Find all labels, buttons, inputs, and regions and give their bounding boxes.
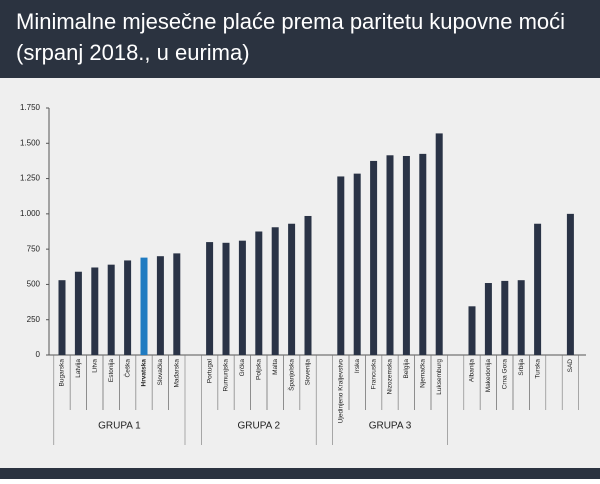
bar [337,176,345,355]
bar [255,231,263,355]
bar [58,280,66,355]
y-tick-label: 250 [27,315,41,324]
bar [107,264,115,355]
y-tick-label: 500 [27,280,41,289]
bar [484,283,492,355]
y-tick-label: 1.250 [20,174,41,183]
x-tick-label: Crna Gora [502,359,509,390]
header [0,0,600,78]
bar [124,260,132,355]
x-tick-label: Grčka [239,359,246,377]
bar [534,223,542,355]
x-tick-label: Malta [272,359,279,375]
x-tick-label: Španjolska [286,359,295,391]
x-tick-label: Portugal [206,358,213,383]
bar [402,155,410,355]
bar [386,155,394,355]
x-tick-label: Češka [122,359,131,378]
x-tick-label: Poljska [256,359,263,380]
bar [304,215,312,355]
bar [156,256,164,355]
x-tick-label: Ujedinjeno Kraljevstvo [338,359,345,424]
bar [173,253,181,355]
x-tick-label: Slovenija [305,359,312,386]
x-tick-label: Francuska [370,359,377,390]
bar [517,280,525,355]
bar [419,153,427,355]
x-tick-label: SAD [567,359,574,373]
x-tick-label: Turska [534,359,541,379]
bar [91,267,99,355]
group-label: GRUPA 1 [98,421,141,432]
x-tick-label: Makedonija [485,359,492,393]
x-tick-label: Latvija [75,359,82,378]
x-tick-label: Mađarska [174,359,181,388]
y-tick-label: 750 [27,244,41,253]
bar [353,173,361,355]
bar [435,133,443,355]
bar [370,160,378,355]
chart-subtitle: (srpanj 2018., u eurima) [16,40,250,65]
y-tick-label: 1.500 [20,138,41,147]
x-tick-label: Nizozemska [387,359,394,395]
x-tick-label: Irska [354,359,361,373]
group-label: GRUPA 3 [369,421,412,432]
bar [74,271,82,355]
x-tick-label: Hrvatska [141,359,148,387]
chart-title: Minimalne mjesečne plaće prema paritetu … [16,9,565,34]
x-tick-label: Slovačka [157,359,164,386]
x-tick-label: Albanija [469,359,476,383]
y-tick-label: 1.000 [20,209,41,218]
x-tick-label: Bugarska [59,359,66,387]
bar [501,280,509,355]
bar [271,227,279,355]
x-tick-label: Luksemburg [436,359,443,395]
bar [238,240,246,355]
footer-bar [0,468,600,479]
bar [206,242,214,355]
bar [566,213,574,355]
x-tick-label: Litva [92,359,99,373]
x-tick-label: Belgija [403,359,410,379]
x-tick-label: Njemačka [420,359,427,388]
x-tick-label: Srbija [518,359,525,376]
bar [222,242,230,355]
x-tick-label: Estonija [108,359,115,383]
bar [140,257,148,355]
group-label: GRUPA 2 [237,421,280,432]
y-tick-label: 0 [36,350,41,359]
x-tick-label: Rumunjska [223,359,230,392]
y-tick-label: 1.750 [20,103,41,112]
bar [468,306,476,355]
bar [288,223,296,355]
